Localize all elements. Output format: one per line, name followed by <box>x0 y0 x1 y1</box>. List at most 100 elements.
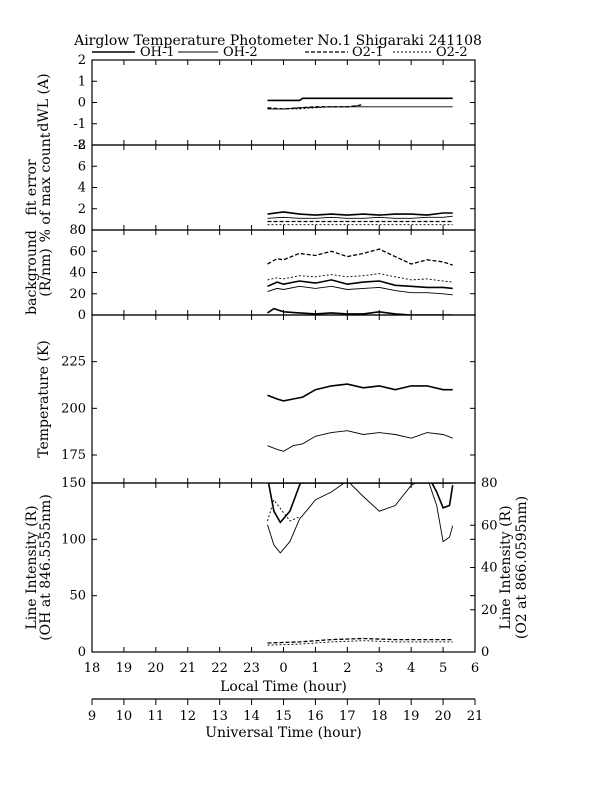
y-tick-label: 2 <box>78 53 86 68</box>
local-time-tick-label: 0 <box>279 661 287 676</box>
local-time-tick-label: 23 <box>243 661 260 676</box>
y-right-tick-label: 80 <box>481 476 498 491</box>
series-oh-2-line <box>267 215 453 219</box>
y-tick-label: 8 <box>78 138 86 153</box>
ut-tick-label: 9 <box>88 709 96 724</box>
y-tick-label: -2 <box>73 138 86 153</box>
y-tick-label: 0 <box>78 308 86 323</box>
y-axis-label: background <box>24 230 40 315</box>
series-oh-2-line <box>267 285 453 296</box>
panel-frame <box>91 482 476 653</box>
legend-entry-o2-2: O2-2 <box>393 45 468 60</box>
series-o2-1-line <box>267 248 453 266</box>
y-right-tick-label: 40 <box>481 561 498 576</box>
series-o2-2-line <box>267 273 453 283</box>
y-tick-label: 0 <box>78 645 86 660</box>
y-axis-label: (R/nm) <box>38 248 54 296</box>
series-oh-1-line <box>267 97 453 102</box>
legend-entry-oh-1: OH-1 <box>92 45 175 60</box>
y-tick-label: 2 <box>78 202 86 217</box>
ut-tick-label: 15 <box>275 709 292 724</box>
panel-fit_error: 8 6 4 2 0 fit error% of max count <box>24 132 476 242</box>
series-group <box>267 211 453 226</box>
legend-label: O2-2 <box>436 45 468 60</box>
ut-tick-label: 12 <box>179 709 196 724</box>
local-time-tick-label: 4 <box>407 661 415 676</box>
y-right-tick-label: 0 <box>481 645 489 660</box>
ut-tick-label: 16 <box>307 709 324 724</box>
y-tick-label: 20 <box>69 287 86 302</box>
y-tick-label: 225 <box>61 355 86 370</box>
series-oh-1-line <box>267 279 453 290</box>
y-tick-label: 6 <box>78 159 86 174</box>
y-tick-label: 100 <box>61 532 86 547</box>
series-oh-1-line <box>267 383 453 402</box>
y-tick-label: -1 <box>73 117 86 132</box>
legend-label: OH-2 <box>223 45 258 60</box>
ut-tick-label: 20 <box>435 709 452 724</box>
series-o2-2-line <box>267 498 300 522</box>
ut-tick-label: 19 <box>403 709 420 724</box>
legend-entry-o2-1: O2-1 <box>305 45 384 60</box>
local-time-axis-label: Local Time (hour) <box>220 679 347 695</box>
local-time-tick-label: 6 <box>471 661 479 676</box>
legend-entry-oh-2: OH-2 <box>178 45 258 60</box>
series-group <box>267 248 453 315</box>
ut-tick-label: 18 <box>371 709 388 724</box>
local-time-tick-label: 5 <box>439 661 447 676</box>
panel-dwl: 2 1 0 -1 -2 dWL (A) <box>36 53 476 153</box>
y-tick-label: 0 <box>78 96 86 111</box>
y-tick-label: 0 <box>78 223 86 238</box>
y-right-tick-label: 60 <box>481 518 498 533</box>
y-tick-label: 1 <box>78 74 86 89</box>
ut-tick-label: 10 <box>116 709 133 724</box>
y-tick-label: 40 <box>69 266 86 281</box>
y-tick-label: 80 <box>69 223 86 238</box>
y-axis-label: % of max count <box>38 132 54 242</box>
ut-tick-label: 11 <box>148 709 165 724</box>
y-tick-label: 200 <box>61 401 86 416</box>
universal-time-axis: 9 10 11 12 13 14 15 16 17 18 19 20 21 Universal Time … <box>88 698 484 741</box>
panel-temperature: 225 200 175 Temperature (K) <box>36 314 476 484</box>
series-oh-2-line <box>267 483 454 554</box>
y-axis-label: fit error <box>24 159 40 216</box>
local-time-tick-label: 20 <box>148 661 165 676</box>
y-axis-label: dWL (A) <box>36 73 52 131</box>
series-oh-1-line <box>267 483 454 524</box>
y-tick-label: 175 <box>61 448 86 463</box>
y-tick-label: 60 <box>69 244 86 259</box>
series-group <box>267 97 453 110</box>
series-o2-2-line <box>267 105 357 110</box>
series-o2-2-line <box>267 640 453 646</box>
series-oh-1-line <box>267 211 453 216</box>
local-time-tick-label: 1 <box>311 661 319 676</box>
series-oh-2-line <box>267 430 453 452</box>
y-tick-label: 150 <box>61 476 86 491</box>
ut-tick-label: 17 <box>339 709 356 724</box>
panel-background: 80 60 40 20 0 background(R/nm) <box>24 223 476 323</box>
y-tick-label: 50 <box>69 589 86 604</box>
local-time-tick-label: 19 <box>116 661 133 676</box>
legend: OH-1 OH-2 O2-1 O2-2 <box>92 45 468 60</box>
panel-frame <box>91 229 476 316</box>
local-time-tick-label: 21 <box>179 661 196 676</box>
series-o2-1-line <box>267 103 364 110</box>
panel-frame <box>91 314 476 484</box>
series-group <box>267 483 454 646</box>
local-time-tick-label: 18 <box>84 661 101 676</box>
local-time-tick-label: 2 <box>343 661 351 676</box>
y-axis-label: Line Intensity (R) <box>24 505 40 629</box>
ut-tick-label: 14 <box>243 709 260 724</box>
local-time-tick-label: 3 <box>375 661 383 676</box>
y-right-axis-label: (O2 at 866.0595nm) <box>514 496 530 639</box>
series-o2-1-line <box>267 637 453 644</box>
local-time-tick-label: 22 <box>211 661 228 676</box>
legend-label: O2-1 <box>352 45 384 60</box>
y-right-tick-label: 20 <box>481 603 498 618</box>
ut-tick-label: 21 <box>467 709 484 724</box>
figure-title: Airglow Temperature Photometer No.1 Shig… <box>73 33 482 49</box>
